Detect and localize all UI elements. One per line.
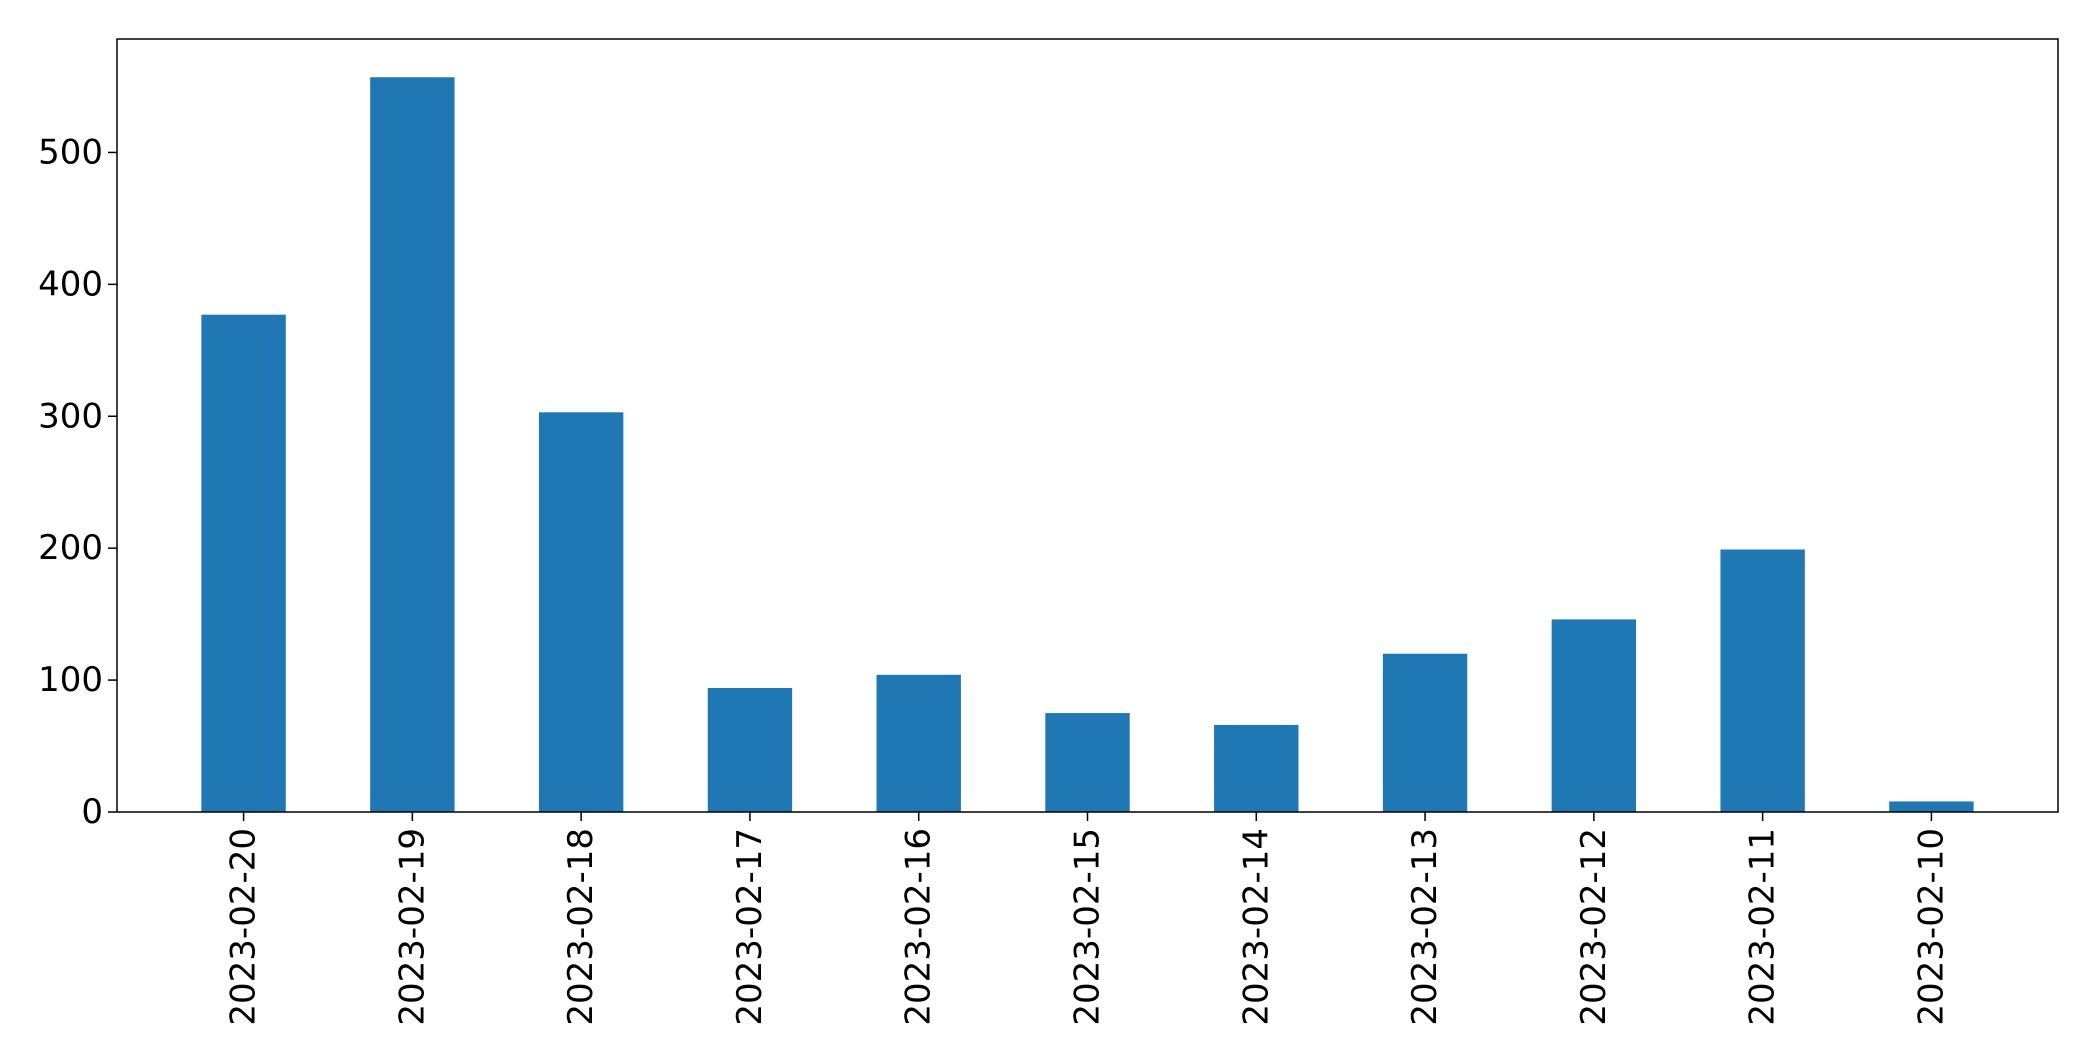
bar-2023-02-16 — [876, 674, 961, 812]
y-tick-label-100: 100 — [38, 660, 103, 700]
plot-frame — [116, 38, 2059, 813]
bar-2023-02-17 — [707, 688, 793, 812]
bar-2023-02-13 — [1382, 653, 1468, 812]
y-tick-label-200: 200 — [38, 528, 103, 568]
y-tick-label-0: 0 — [81, 792, 103, 832]
bar-2023-02-19 — [370, 77, 455, 812]
bars-layer — [201, 77, 1974, 812]
x-tick-label-2023-02-16: 2023-02-16 — [899, 828, 939, 1026]
bar-2023-02-14 — [1214, 724, 1299, 812]
y-tick-label-500: 500 — [38, 132, 103, 172]
x-tick-label-2023-02-19: 2023-02-19 — [392, 828, 432, 1026]
x-tick-label-2023-02-17: 2023-02-17 — [730, 828, 770, 1026]
x-tick-label-2023-02-20: 2023-02-20 — [224, 828, 264, 1026]
x-tick-label-2023-02-18: 2023-02-18 — [561, 828, 601, 1026]
bar-2023-02-11 — [1720, 549, 1805, 812]
x-axis: 2023-02-20 2023-02-19 2023-02-18 2023-02-17… — [224, 812, 1951, 1026]
x-tick-label-2023-02-14: 2023-02-14 — [1236, 828, 1276, 1026]
y-tick-label-400: 400 — [38, 264, 103, 304]
x-tick-label-2023-02-10: 2023-02-10 — [1911, 828, 1951, 1026]
x-tick-label-2023-02-13: 2023-02-13 — [1405, 828, 1445, 1026]
bar-2023-02-18 — [538, 412, 624, 812]
bar-2023-02-12 — [1551, 619, 1637, 812]
y-tick-label-300: 300 — [38, 396, 103, 436]
x-tick-label-2023-02-11: 2023-02-11 — [1743, 828, 1783, 1026]
y-axis: 0 100 200 300 400 500 — [38, 132, 117, 832]
x-tick-label-2023-02-15: 2023-02-15 — [1068, 828, 1108, 1026]
bar-2023-02-20 — [201, 314, 286, 812]
bar-2023-02-15 — [1045, 713, 1130, 812]
x-tick-label-2023-02-12: 2023-02-12 — [1574, 828, 1614, 1026]
bar-2023-02-10 — [1889, 801, 1974, 812]
